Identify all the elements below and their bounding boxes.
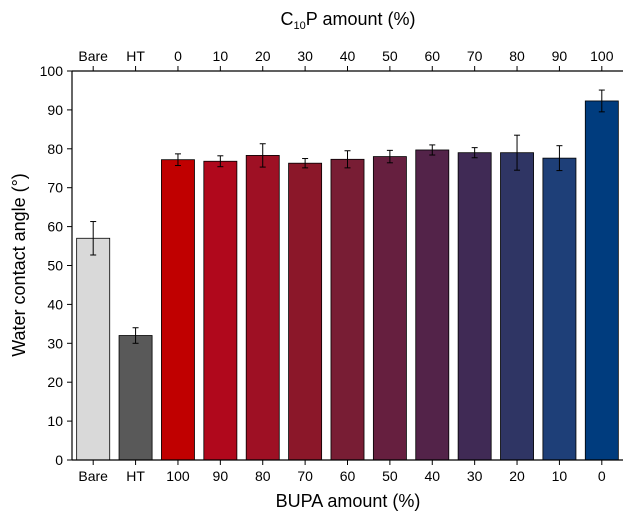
- error-bars-group: [90, 89, 605, 344]
- x-tick-label-top-12: 100: [590, 48, 614, 64]
- x-tick-label-bottom-4: 80: [255, 468, 271, 484]
- bar-6: [330, 158, 365, 461]
- bar-9: [457, 152, 492, 461]
- y-tick-label-9: 90: [47, 102, 63, 118]
- x-tick-label-top-4: 20: [255, 48, 271, 64]
- y-tick-label-7: 70: [47, 180, 63, 196]
- bar-10: [500, 152, 534, 461]
- x-tick-label-bottom-6: 60: [340, 468, 356, 484]
- tick-labels-group: BareBareHTHT1000901080207030604050504060…: [40, 48, 614, 484]
- bar-8: [415, 149, 450, 461]
- x-tick-label-bottom-10: 20: [509, 468, 525, 484]
- x-axis-title: BUPA amount (%): [276, 491, 421, 511]
- x-tick-label-top-1: HT: [126, 48, 145, 64]
- x-tick-label-top-3: 10: [213, 48, 229, 64]
- y-tick-label-8: 80: [47, 141, 63, 157]
- y-tick-label-0: 0: [55, 452, 63, 468]
- x-tick-label-top-11: 90: [552, 48, 568, 64]
- y-axis-title: Water contact angle (°): [9, 173, 29, 357]
- x-tick-label-bottom-12: 0: [598, 468, 606, 484]
- bar-4: [245, 155, 280, 461]
- x-tick-label-bottom-1: HT: [126, 468, 145, 484]
- x-tick-label-bottom-0: Bare: [78, 468, 108, 484]
- bar-1: [118, 335, 153, 461]
- bar-5: [288, 162, 323, 461]
- y-tick-label-1: 10: [47, 413, 63, 429]
- y-tick-label-3: 30: [47, 335, 63, 351]
- x-tick-label-top-5: 30: [297, 48, 313, 64]
- x-tick-label-bottom-8: 40: [424, 468, 440, 484]
- y-tick-label-2: 20: [47, 374, 63, 390]
- bar-2: [161, 159, 195, 461]
- x-tick-label-bottom-5: 70: [297, 468, 313, 484]
- x-tick-label-top-8: 60: [424, 48, 440, 64]
- x-tick-label-top-9: 70: [467, 48, 483, 64]
- x-tick-label-bottom-9: 30: [467, 468, 483, 484]
- bar-11: [542, 157, 577, 461]
- x-tick-label-top-0: Bare: [78, 48, 108, 64]
- x-tick-label-top-6: 40: [340, 48, 356, 64]
- x-tick-label-bottom-11: 10: [552, 468, 568, 484]
- x-tick-label-bottom-2: 100: [166, 468, 190, 484]
- x-tick-label-bottom-3: 90: [213, 468, 229, 484]
- top-axis-title-suffix: P amount (%): [306, 9, 416, 29]
- y-tick-label-10: 100: [40, 63, 64, 79]
- y-tick-label-6: 60: [47, 219, 63, 235]
- axes-group: [67, 66, 623, 465]
- bar-3: [203, 160, 238, 461]
- y-tick-label-4: 40: [47, 296, 63, 312]
- bars-group: [76, 100, 619, 461]
- bar-7: [372, 156, 407, 461]
- bar-12: [584, 100, 619, 461]
- top-axis-title-prefix: C: [281, 9, 294, 29]
- x-tick-label-top-7: 50: [382, 48, 398, 64]
- bar-0: [76, 237, 111, 461]
- x-tick-label-bottom-7: 50: [382, 468, 398, 484]
- top-axis-title: C10P amount (%): [281, 9, 416, 32]
- x-tick-label-top-10: 80: [509, 48, 525, 64]
- x-tick-label-top-2: 0: [174, 48, 182, 64]
- y-tick-label-5: 50: [47, 258, 63, 274]
- top-axis-title-subscript: 10: [294, 20, 306, 32]
